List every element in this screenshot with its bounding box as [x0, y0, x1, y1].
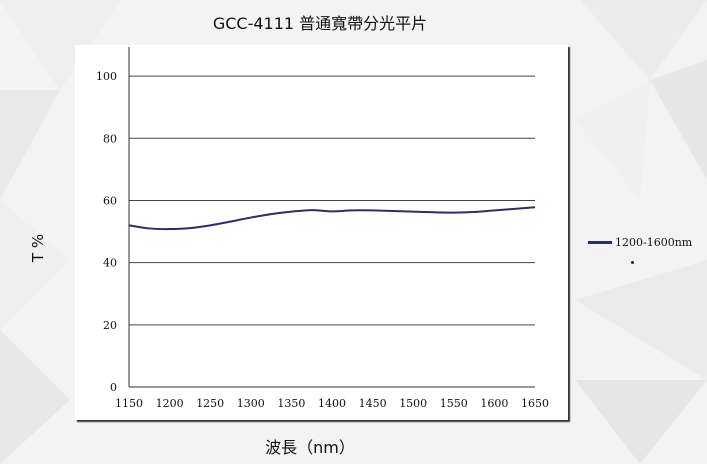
y-tick-label-60: 60 — [103, 194, 117, 207]
x-tick-label-1150: 1150 — [115, 397, 143, 410]
x-tick-label-1450: 1450 — [359, 397, 387, 410]
plot-area: 0 20 40 60 80 100 1150 1200 1250 1300 1350 1400 1450… — [75, 45, 568, 420]
x-tick-label-1250: 1250 — [196, 397, 224, 410]
x-axis-label: 波長（nm） — [265, 438, 355, 457]
legend-label: 1200-1600nm — [615, 235, 693, 249]
series-line-0 — [128, 206, 536, 231]
y-tick-label-0: 0 — [110, 381, 117, 394]
x-tick-label-1300: 1300 — [237, 397, 265, 410]
x-tick-label-1550: 1550 — [440, 397, 468, 410]
legend: 1200-1600nm — [588, 233, 692, 251]
chart-svg: 0 20 40 60 80 100 1150 1200 1250 1300 1350 1400 1450… — [96, 47, 549, 410]
x-tick-label-1650: 1650 — [521, 397, 549, 410]
y-tick-label-40: 40 — [103, 257, 117, 270]
x-tick-label-1400: 1400 — [318, 397, 346, 410]
x-tick-label-1350: 1350 — [277, 397, 305, 410]
y-axis-label: T % — [29, 233, 47, 263]
y-tick-label-80: 80 — [103, 132, 117, 145]
y-tick-label-100: 100 — [96, 70, 117, 83]
legend-swatch — [588, 240, 612, 244]
legend-dot — [631, 261, 634, 264]
x-tick-label-1500: 1500 — [399, 397, 427, 410]
chart-title: GCC-4111 普通寬帶分光平片 — [212, 14, 428, 33]
y-tick-label-20: 20 — [103, 319, 117, 332]
x-tick-label-1200: 1200 — [156, 397, 184, 410]
x-tick-label-1600: 1600 — [480, 397, 508, 410]
